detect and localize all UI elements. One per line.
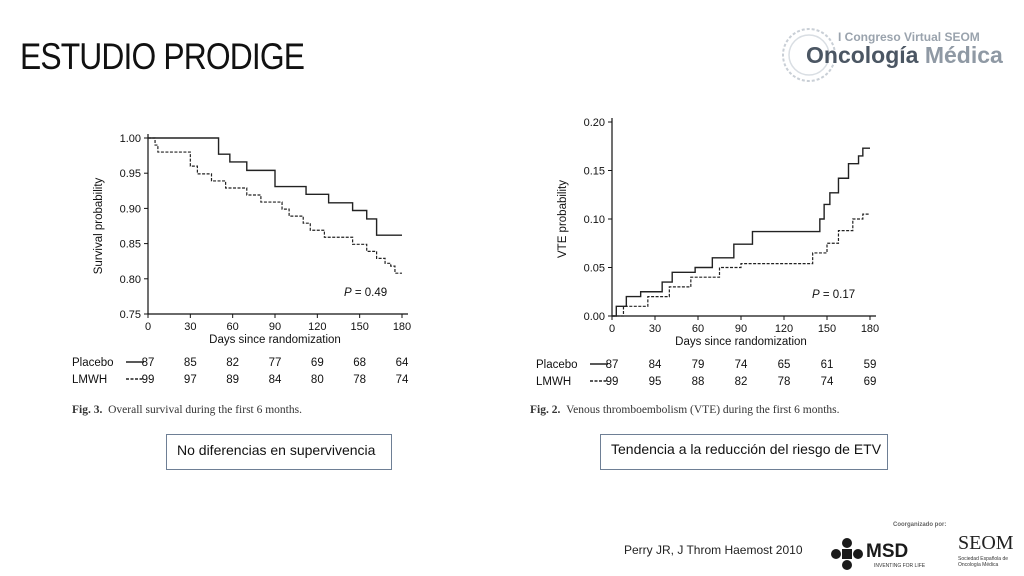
y-tick-label: 0.80 bbox=[120, 274, 141, 286]
y-tick-label: 0.10 bbox=[584, 214, 605, 226]
x-axis-label: Days since randomization bbox=[675, 336, 807, 348]
congress-brand-first: Oncología bbox=[806, 42, 919, 68]
p-symbol: P bbox=[812, 289, 820, 301]
at-risk-count: 61 bbox=[821, 359, 834, 371]
x-tick-label: 180 bbox=[861, 323, 879, 335]
at-risk-count: 74 bbox=[396, 374, 409, 386]
x-tick-label: 0 bbox=[145, 321, 151, 333]
at-risk-count: 82 bbox=[226, 357, 239, 369]
y-tick-label: 1.00 bbox=[120, 133, 141, 145]
at-risk-count: 78 bbox=[353, 374, 366, 386]
y-tick-label: 0.15 bbox=[584, 166, 605, 178]
figure-caption-text: Venous thromboembolism (VTE) during the … bbox=[566, 404, 840, 416]
at-risk-count: 99 bbox=[606, 376, 619, 388]
seom-name: SEOM bbox=[958, 532, 1014, 554]
citation: Perry JR, J Throm Haemost 2010 bbox=[624, 543, 803, 557]
at-risk-count: 97 bbox=[184, 374, 197, 386]
at-risk-count: 85 bbox=[184, 357, 197, 369]
risk-row-label: Placebo bbox=[536, 359, 578, 371]
at-risk-count: 79 bbox=[692, 359, 705, 371]
risk-row-label: Placebo bbox=[72, 357, 114, 369]
msd-tagline: INVENTING FOR LIFE bbox=[874, 563, 926, 569]
y-axis-label: VTE probability bbox=[557, 180, 569, 258]
y-tick-label: 0.95 bbox=[120, 168, 141, 180]
y-axis-label: Survival probability bbox=[93, 177, 105, 274]
p-value-annotation: P = 0.17 bbox=[812, 289, 855, 301]
y-tick-label: 0.05 bbox=[584, 263, 605, 275]
p-value: = 0.49 bbox=[352, 287, 388, 299]
p-value: = 0.17 bbox=[820, 289, 856, 301]
x-tick-label: 30 bbox=[184, 321, 196, 333]
congress-name: I Congreso Virtual SEOM bbox=[838, 30, 980, 44]
risk-row-label: LMWH bbox=[72, 374, 107, 386]
y-tick-label: 0.90 bbox=[120, 203, 141, 215]
p-value-annotation: P = 0.49 bbox=[344, 287, 387, 299]
series-line-placebo bbox=[612, 147, 870, 317]
series-line-lmwh bbox=[148, 137, 402, 274]
x-tick-label: 60 bbox=[692, 323, 704, 335]
at-risk-count: 77 bbox=[269, 357, 282, 369]
at-risk-count: 89 bbox=[226, 374, 239, 386]
at-risk-count: 69 bbox=[864, 376, 877, 388]
at-risk-count: 84 bbox=[649, 359, 662, 371]
x-tick-label: 0 bbox=[609, 323, 615, 335]
slide-title: ESTUDIO PRODIGE bbox=[20, 36, 305, 77]
at-risk-count: 80 bbox=[311, 374, 324, 386]
at-risk-count: 87 bbox=[606, 359, 619, 371]
at-risk-count: 87 bbox=[142, 357, 155, 369]
x-tick-label: 150 bbox=[350, 321, 368, 333]
at-risk-count: 95 bbox=[649, 376, 662, 388]
risk-row-label: LMWH bbox=[536, 376, 571, 388]
x-tick-label: 90 bbox=[269, 321, 281, 333]
cosponsor-label: Coorganizado por: bbox=[893, 522, 947, 528]
msd-mark-icon bbox=[831, 538, 863, 570]
x-axis-label: Days since randomization bbox=[209, 334, 341, 346]
vte-chart: 0.00 0.05 0.10 0.15 0.20 0 30 60 90 120 150 180 Days… bbox=[536, 117, 879, 388]
at-risk-count: 65 bbox=[778, 359, 791, 371]
at-risk-count: 59 bbox=[864, 359, 877, 371]
series-line-lmwh bbox=[612, 213, 870, 317]
series-line-placebo bbox=[148, 137, 402, 236]
at-risk-count: 74 bbox=[735, 359, 748, 371]
figure-caption-text: Overall survival during the first 6 mont… bbox=[108, 404, 302, 416]
survival-chart: 0.75 0.80 0.85 0.90 0.95 1.00 0 30 60 90 120 150 180… bbox=[72, 133, 411, 386]
note-vte-reduction-trend: Tendencia a la reducción del riesgo de E… bbox=[600, 434, 888, 470]
at-risk-count: 84 bbox=[269, 374, 282, 386]
figure-caption-vte: Fig. 2. Venous thromboembolism (VTE) dur… bbox=[530, 404, 840, 416]
at-risk-count: 64 bbox=[396, 357, 409, 369]
x-tick-label: 120 bbox=[308, 321, 326, 333]
msd-name: MSD bbox=[866, 541, 909, 562]
at-risk-count: 99 bbox=[142, 374, 155, 386]
x-tick-label: 60 bbox=[227, 321, 239, 333]
note-no-survival-difference: No diferencias en supervivencia bbox=[166, 434, 392, 470]
at-risk-count: 78 bbox=[778, 376, 791, 388]
x-tick-label: 30 bbox=[649, 323, 661, 335]
figure-number: Fig. 2. bbox=[530, 404, 561, 416]
x-tick-label: 90 bbox=[735, 323, 747, 335]
at-risk-count: 88 bbox=[692, 376, 705, 388]
x-tick-label: 120 bbox=[775, 323, 793, 335]
at-risk-count: 69 bbox=[311, 357, 324, 369]
globe-ring-icon bbox=[782, 28, 836, 82]
x-tick-label: 180 bbox=[393, 321, 411, 333]
at-risk-count: 82 bbox=[735, 376, 748, 388]
y-tick-label: 0.75 bbox=[120, 309, 141, 321]
msd-logo: MSD INVENTING FOR LIFE bbox=[830, 535, 940, 571]
congress-brand: Oncología Médica bbox=[806, 42, 1003, 69]
seom-logo: SEOM Sociedad Española de Oncología Médi… bbox=[955, 530, 1021, 574]
x-tick-label: 150 bbox=[818, 323, 836, 335]
congress-logo: I Congreso Virtual SEOM Oncología Médica bbox=[780, 24, 1010, 86]
congress-brand-second: Médica bbox=[924, 42, 1003, 68]
p-symbol: P bbox=[344, 287, 352, 299]
figure-caption-survival: Fig. 3. Overall survival during the firs… bbox=[72, 404, 302, 416]
y-tick-label: 0.85 bbox=[120, 239, 141, 251]
at-risk-count: 68 bbox=[353, 357, 366, 369]
y-tick-label: 0.20 bbox=[584, 117, 605, 129]
at-risk-count: 74 bbox=[821, 376, 834, 388]
y-tick-label: 0.00 bbox=[584, 311, 605, 323]
seom-subtitle: Sociedad Española de Oncología Médica bbox=[958, 556, 1009, 568]
figure-number: Fig. 3. bbox=[72, 404, 103, 416]
